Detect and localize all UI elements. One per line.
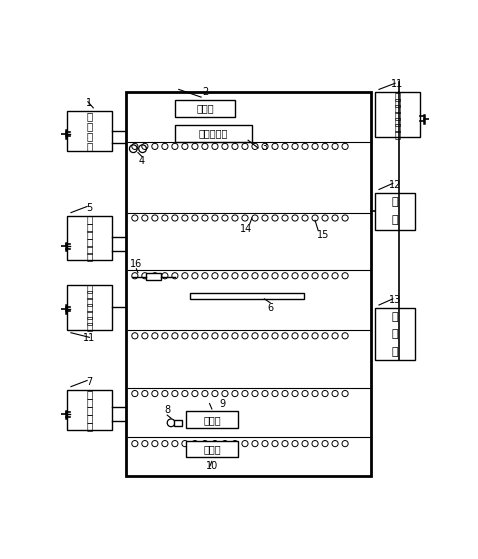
- Text: 制: 制: [394, 122, 401, 132]
- Text: 8: 8: [164, 405, 170, 415]
- Bar: [175, 125, 252, 142]
- Text: 13: 13: [389, 295, 401, 305]
- Text: 10: 10: [206, 461, 218, 471]
- Bar: [174, 420, 182, 426]
- Text: 5: 5: [87, 202, 93, 212]
- Text: 定: 定: [87, 283, 93, 293]
- Text: 源: 源: [87, 302, 93, 312]
- Text: 源: 源: [394, 110, 401, 120]
- Text: 控: 控: [87, 237, 93, 247]
- Text: 水: 水: [392, 329, 399, 339]
- Bar: [375, 308, 415, 361]
- Text: 9: 9: [219, 399, 226, 409]
- Text: 强: 强: [87, 222, 93, 232]
- Text: 制: 制: [87, 244, 93, 254]
- Text: 6: 6: [267, 303, 273, 312]
- Text: 控: 控: [87, 309, 93, 319]
- Text: 控: 控: [87, 405, 93, 415]
- Text: 器: 器: [87, 141, 93, 151]
- Text: 控: 控: [394, 116, 401, 126]
- Text: 制: 制: [87, 315, 93, 325]
- Text: 湿: 湿: [87, 389, 93, 399]
- Bar: [175, 100, 235, 117]
- Text: 11: 11: [391, 79, 403, 89]
- Bar: [190, 293, 304, 299]
- Text: 温: 温: [87, 111, 93, 121]
- Bar: [146, 273, 161, 280]
- Text: 制: 制: [87, 131, 93, 141]
- Text: 蓄: 蓄: [392, 312, 399, 322]
- Bar: [67, 285, 112, 330]
- Bar: [126, 92, 371, 476]
- Bar: [185, 411, 238, 428]
- Text: 2: 2: [202, 87, 208, 97]
- Text: 15: 15: [316, 230, 329, 240]
- Bar: [67, 111, 112, 151]
- Text: 时: 时: [394, 97, 401, 107]
- Text: 16: 16: [130, 259, 142, 269]
- Bar: [67, 216, 112, 260]
- Text: 排风扇: 排风扇: [196, 103, 214, 113]
- Text: 恒温水浴锅: 恒温水浴锅: [199, 129, 228, 138]
- Text: 电: 电: [87, 296, 93, 306]
- Text: 度: 度: [87, 229, 93, 239]
- Text: 制: 制: [87, 413, 93, 423]
- Text: 定: 定: [394, 91, 401, 101]
- Text: 14: 14: [239, 224, 252, 234]
- Text: 抽湿器: 抽湿器: [203, 444, 221, 454]
- Text: 1: 1: [87, 98, 93, 108]
- Text: 器: 器: [394, 129, 401, 139]
- Text: 11: 11: [83, 333, 96, 343]
- Text: 器: 器: [87, 252, 93, 262]
- Text: 电: 电: [394, 103, 401, 113]
- Text: 器: 器: [87, 321, 93, 331]
- Text: 水: 水: [392, 197, 399, 207]
- Bar: [185, 440, 238, 457]
- Text: 度: 度: [87, 397, 93, 407]
- Text: 器: 器: [87, 421, 93, 431]
- Bar: [375, 92, 420, 137]
- Text: 泵: 泵: [392, 215, 399, 225]
- Bar: [67, 390, 112, 430]
- Text: 光: 光: [87, 215, 93, 224]
- Text: 7: 7: [87, 377, 93, 387]
- Text: 加湿器: 加湿器: [203, 415, 221, 425]
- Text: 12: 12: [389, 179, 402, 190]
- Text: 4: 4: [139, 157, 145, 167]
- Text: 时: 时: [87, 290, 93, 300]
- Bar: [375, 193, 415, 230]
- Text: 3: 3: [261, 142, 267, 152]
- Text: 池: 池: [392, 347, 399, 357]
- Text: 控: 控: [87, 121, 93, 131]
